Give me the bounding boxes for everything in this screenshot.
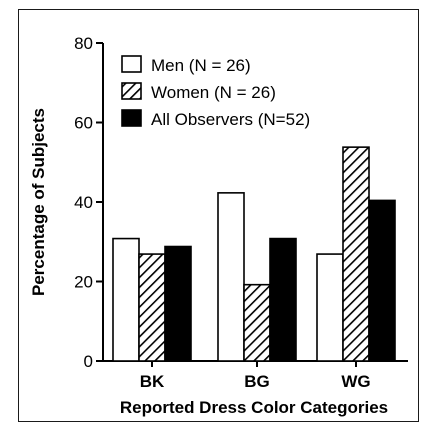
legend-swatch-3 bbox=[121, 109, 142, 127]
y-tick-label: 60 bbox=[74, 114, 93, 133]
legend-swatch-1 bbox=[121, 55, 142, 73]
x-axis-title: Reported Dress Color Categories bbox=[120, 398, 388, 417]
bar-bk-series-1 bbox=[112, 237, 140, 362]
y-tick-label: 20 bbox=[74, 273, 93, 292]
legend-label-1: Men (N = 26) bbox=[151, 56, 251, 75]
legend-label-2: Women (N = 26) bbox=[151, 83, 276, 102]
bar-bg-series-1 bbox=[217, 192, 245, 362]
y-axis-title: Percentage of Subjects bbox=[29, 108, 48, 296]
y-tick-label: 80 bbox=[74, 34, 93, 53]
bar-wg-series-2 bbox=[342, 146, 370, 362]
bar-bg-series-3 bbox=[269, 237, 297, 362]
bar-wg-series-3 bbox=[368, 199, 396, 362]
bars bbox=[112, 146, 396, 362]
y-tick-label: 40 bbox=[74, 193, 93, 212]
bar-bg-series-2 bbox=[243, 283, 271, 362]
x-tick-label: WG bbox=[341, 372, 370, 391]
legend-swatch-2 bbox=[121, 82, 142, 100]
x-tick-label: BK bbox=[140, 372, 165, 391]
y-tick-label: 0 bbox=[84, 352, 93, 371]
bar-wg-series-1 bbox=[316, 253, 344, 362]
bar-bk-series-3 bbox=[164, 245, 192, 362]
legend-label-3: All Observers (N=52) bbox=[151, 110, 310, 129]
axis-labels: 0 20 40 60 80 BK BG WG Reported Dress Color Cate… bbox=[29, 34, 388, 417]
legend: Men (N = 26) Women (N = 26) All Observers … bbox=[121, 55, 310, 129]
x-tick-label: BG bbox=[244, 372, 270, 391]
bar-bk-series-2 bbox=[138, 253, 166, 362]
